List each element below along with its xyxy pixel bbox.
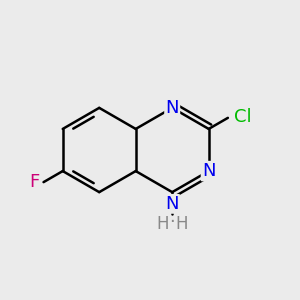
Text: N: N — [166, 99, 179, 117]
Text: F: F — [30, 173, 40, 191]
Text: ·: · — [169, 214, 175, 232]
Text: H: H — [156, 214, 169, 232]
Text: N: N — [202, 162, 215, 180]
Text: N: N — [166, 195, 179, 213]
Text: H: H — [176, 214, 188, 232]
Text: Cl: Cl — [234, 108, 251, 126]
